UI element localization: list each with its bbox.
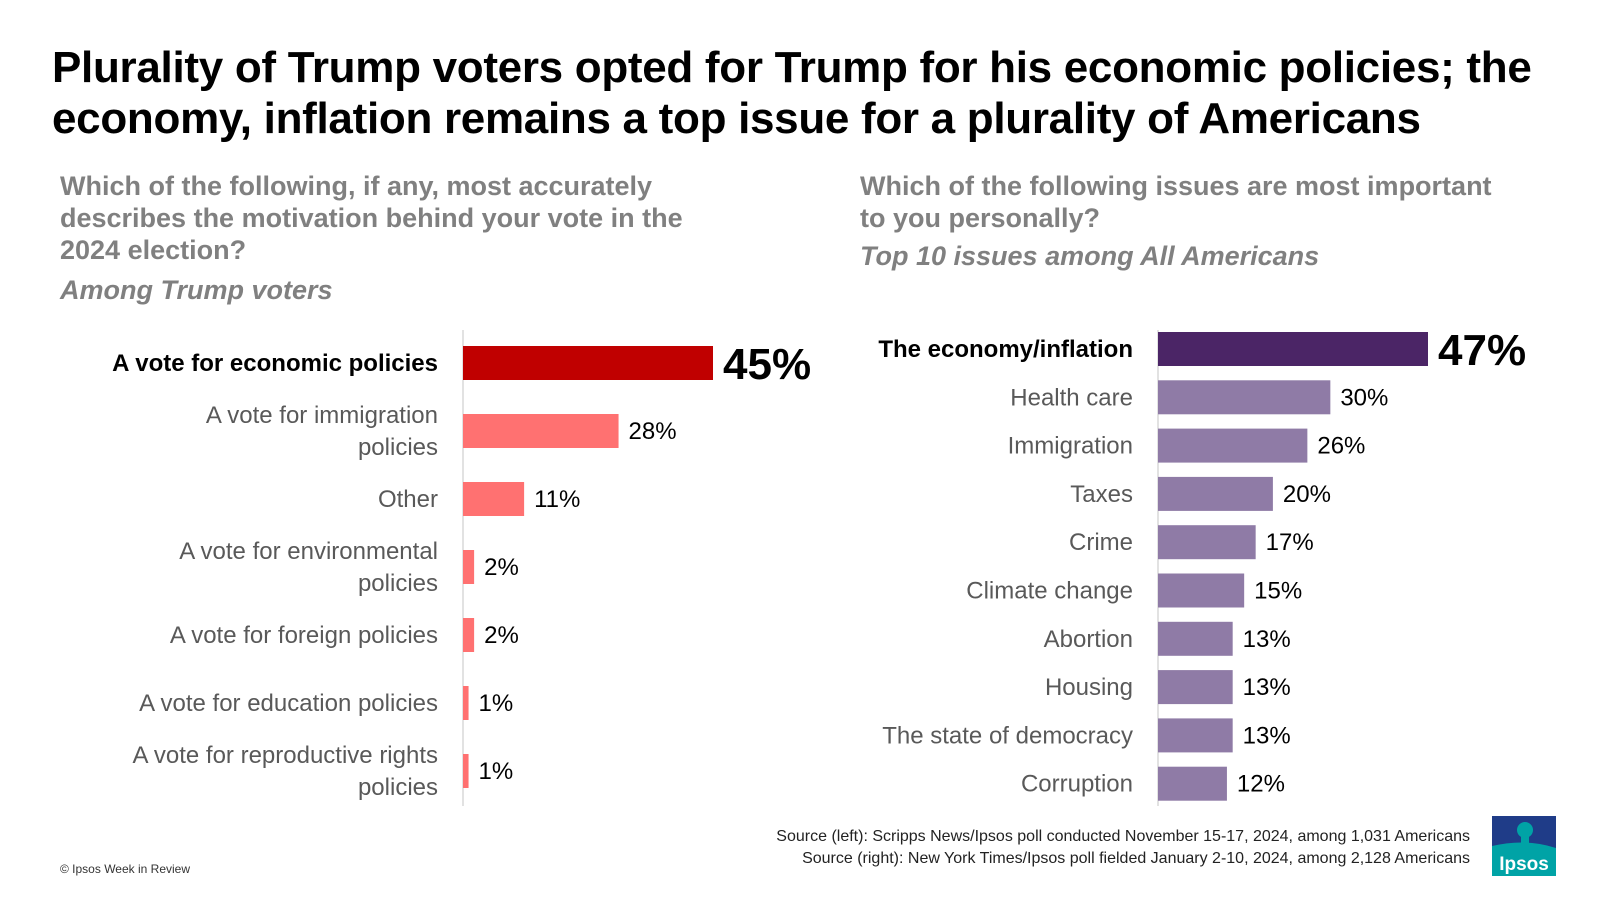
left-chart-question: Which of the following, if any, most acc… bbox=[60, 171, 683, 265]
left-value-label-5: 1% bbox=[479, 690, 514, 717]
right-category-label-4: Crime bbox=[1069, 529, 1133, 556]
right-category-label-5: Climate change bbox=[966, 578, 1133, 605]
right-category-label-2: Immigration bbox=[1008, 433, 1133, 460]
right-category-label-6: Abortion bbox=[1044, 626, 1133, 653]
right-category-label-3: Taxes bbox=[1070, 481, 1133, 508]
left-category-label-6: A vote for reproductive rights policies bbox=[133, 742, 438, 801]
left-bar-1 bbox=[463, 414, 619, 448]
left-bar-6 bbox=[463, 754, 469, 788]
right-value-label-4: 17% bbox=[1266, 529, 1314, 556]
left-category-label-1: A vote for immigration policies bbox=[206, 402, 438, 461]
left-value-label-4: 2% bbox=[484, 622, 519, 649]
source-left: Source (left): Scripps News/Ipsos poll c… bbox=[776, 828, 1470, 845]
left-category-label-2: Other bbox=[378, 486, 438, 513]
left-bar-5 bbox=[463, 686, 469, 720]
left-bar-0 bbox=[463, 346, 713, 380]
left-bar-3 bbox=[463, 550, 475, 584]
right-value-label-2: 26% bbox=[1317, 433, 1365, 460]
left-category-label-4: A vote for foreign policies bbox=[170, 622, 438, 649]
right-value-label-9: 12% bbox=[1237, 771, 1285, 798]
left-value-label-0: 45% bbox=[723, 340, 811, 389]
left-value-label-3: 2% bbox=[484, 554, 519, 581]
left-category-label-3: A vote for environmental policies bbox=[179, 538, 438, 597]
right-bar-1 bbox=[1158, 380, 1331, 415]
right-value-label-3: 20% bbox=[1283, 481, 1331, 508]
right-bar-8 bbox=[1158, 718, 1233, 753]
right-value-label-6: 13% bbox=[1243, 626, 1291, 653]
right-value-label-5: 15% bbox=[1254, 578, 1302, 605]
left-chart-subtitle: Among Trump voters bbox=[60, 275, 333, 305]
page-title: Plurality of Trump voters opted for Trum… bbox=[52, 43, 1532, 143]
right-category-label-8: The state of democracy bbox=[882, 722, 1133, 749]
source-right: Source (right): New York Times/Ipsos pol… bbox=[802, 850, 1470, 867]
left-bar-2 bbox=[463, 482, 525, 516]
left-value-label-6: 1% bbox=[479, 758, 514, 785]
left-value-label-1: 28% bbox=[629, 418, 677, 445]
left-value-label-2: 11% bbox=[534, 486, 580, 513]
right-chart-subtitle: Top 10 issues among All Americans bbox=[860, 241, 1320, 271]
ipsos-logo-mark: Ipsos bbox=[1492, 816, 1556, 876]
right-category-label-9: Corruption bbox=[1021, 771, 1133, 798]
right-chart-question: Which of the following issues are most i… bbox=[860, 171, 1492, 233]
left-bar-chart: A vote for economic policies 45% A vote fo… bbox=[112, 340, 811, 801]
right-bar-3 bbox=[1158, 476, 1273, 511]
right-bar-7 bbox=[1158, 670, 1233, 705]
left-category-label-0: A vote for economic policies bbox=[112, 350, 438, 377]
left-category-label-5: A vote for education policies bbox=[139, 690, 438, 717]
right-bar-9 bbox=[1158, 766, 1227, 801]
right-category-label-1: Health care bbox=[1010, 384, 1133, 411]
logo-text: Ipsos bbox=[1499, 854, 1549, 875]
copyright: © Ipsos Week in Review bbox=[60, 862, 191, 876]
right-value-label-7: 13% bbox=[1243, 674, 1291, 701]
right-bar-5 bbox=[1158, 573, 1245, 608]
ipsos-logo: Ipsos bbox=[1492, 816, 1556, 876]
right-bar-0 bbox=[1158, 332, 1428, 366]
right-bar-6 bbox=[1158, 621, 1233, 656]
right-category-label-7: Housing bbox=[1045, 674, 1133, 701]
right-bar-4 bbox=[1158, 525, 1256, 560]
left-bar-4 bbox=[463, 618, 475, 652]
right-bar-chart: The economy/inflation 47% Health care 30% Im… bbox=[878, 326, 1526, 801]
right-value-label-8: 13% bbox=[1243, 722, 1291, 749]
source-notes: Source (left): Scripps News/Ipsos poll c… bbox=[776, 826, 1470, 870]
right-value-label-1: 30% bbox=[1340, 384, 1388, 411]
right-bar-2 bbox=[1158, 428, 1308, 463]
right-value-label-0: 47% bbox=[1438, 326, 1526, 375]
right-category-label-0: The economy/inflation bbox=[878, 336, 1133, 363]
